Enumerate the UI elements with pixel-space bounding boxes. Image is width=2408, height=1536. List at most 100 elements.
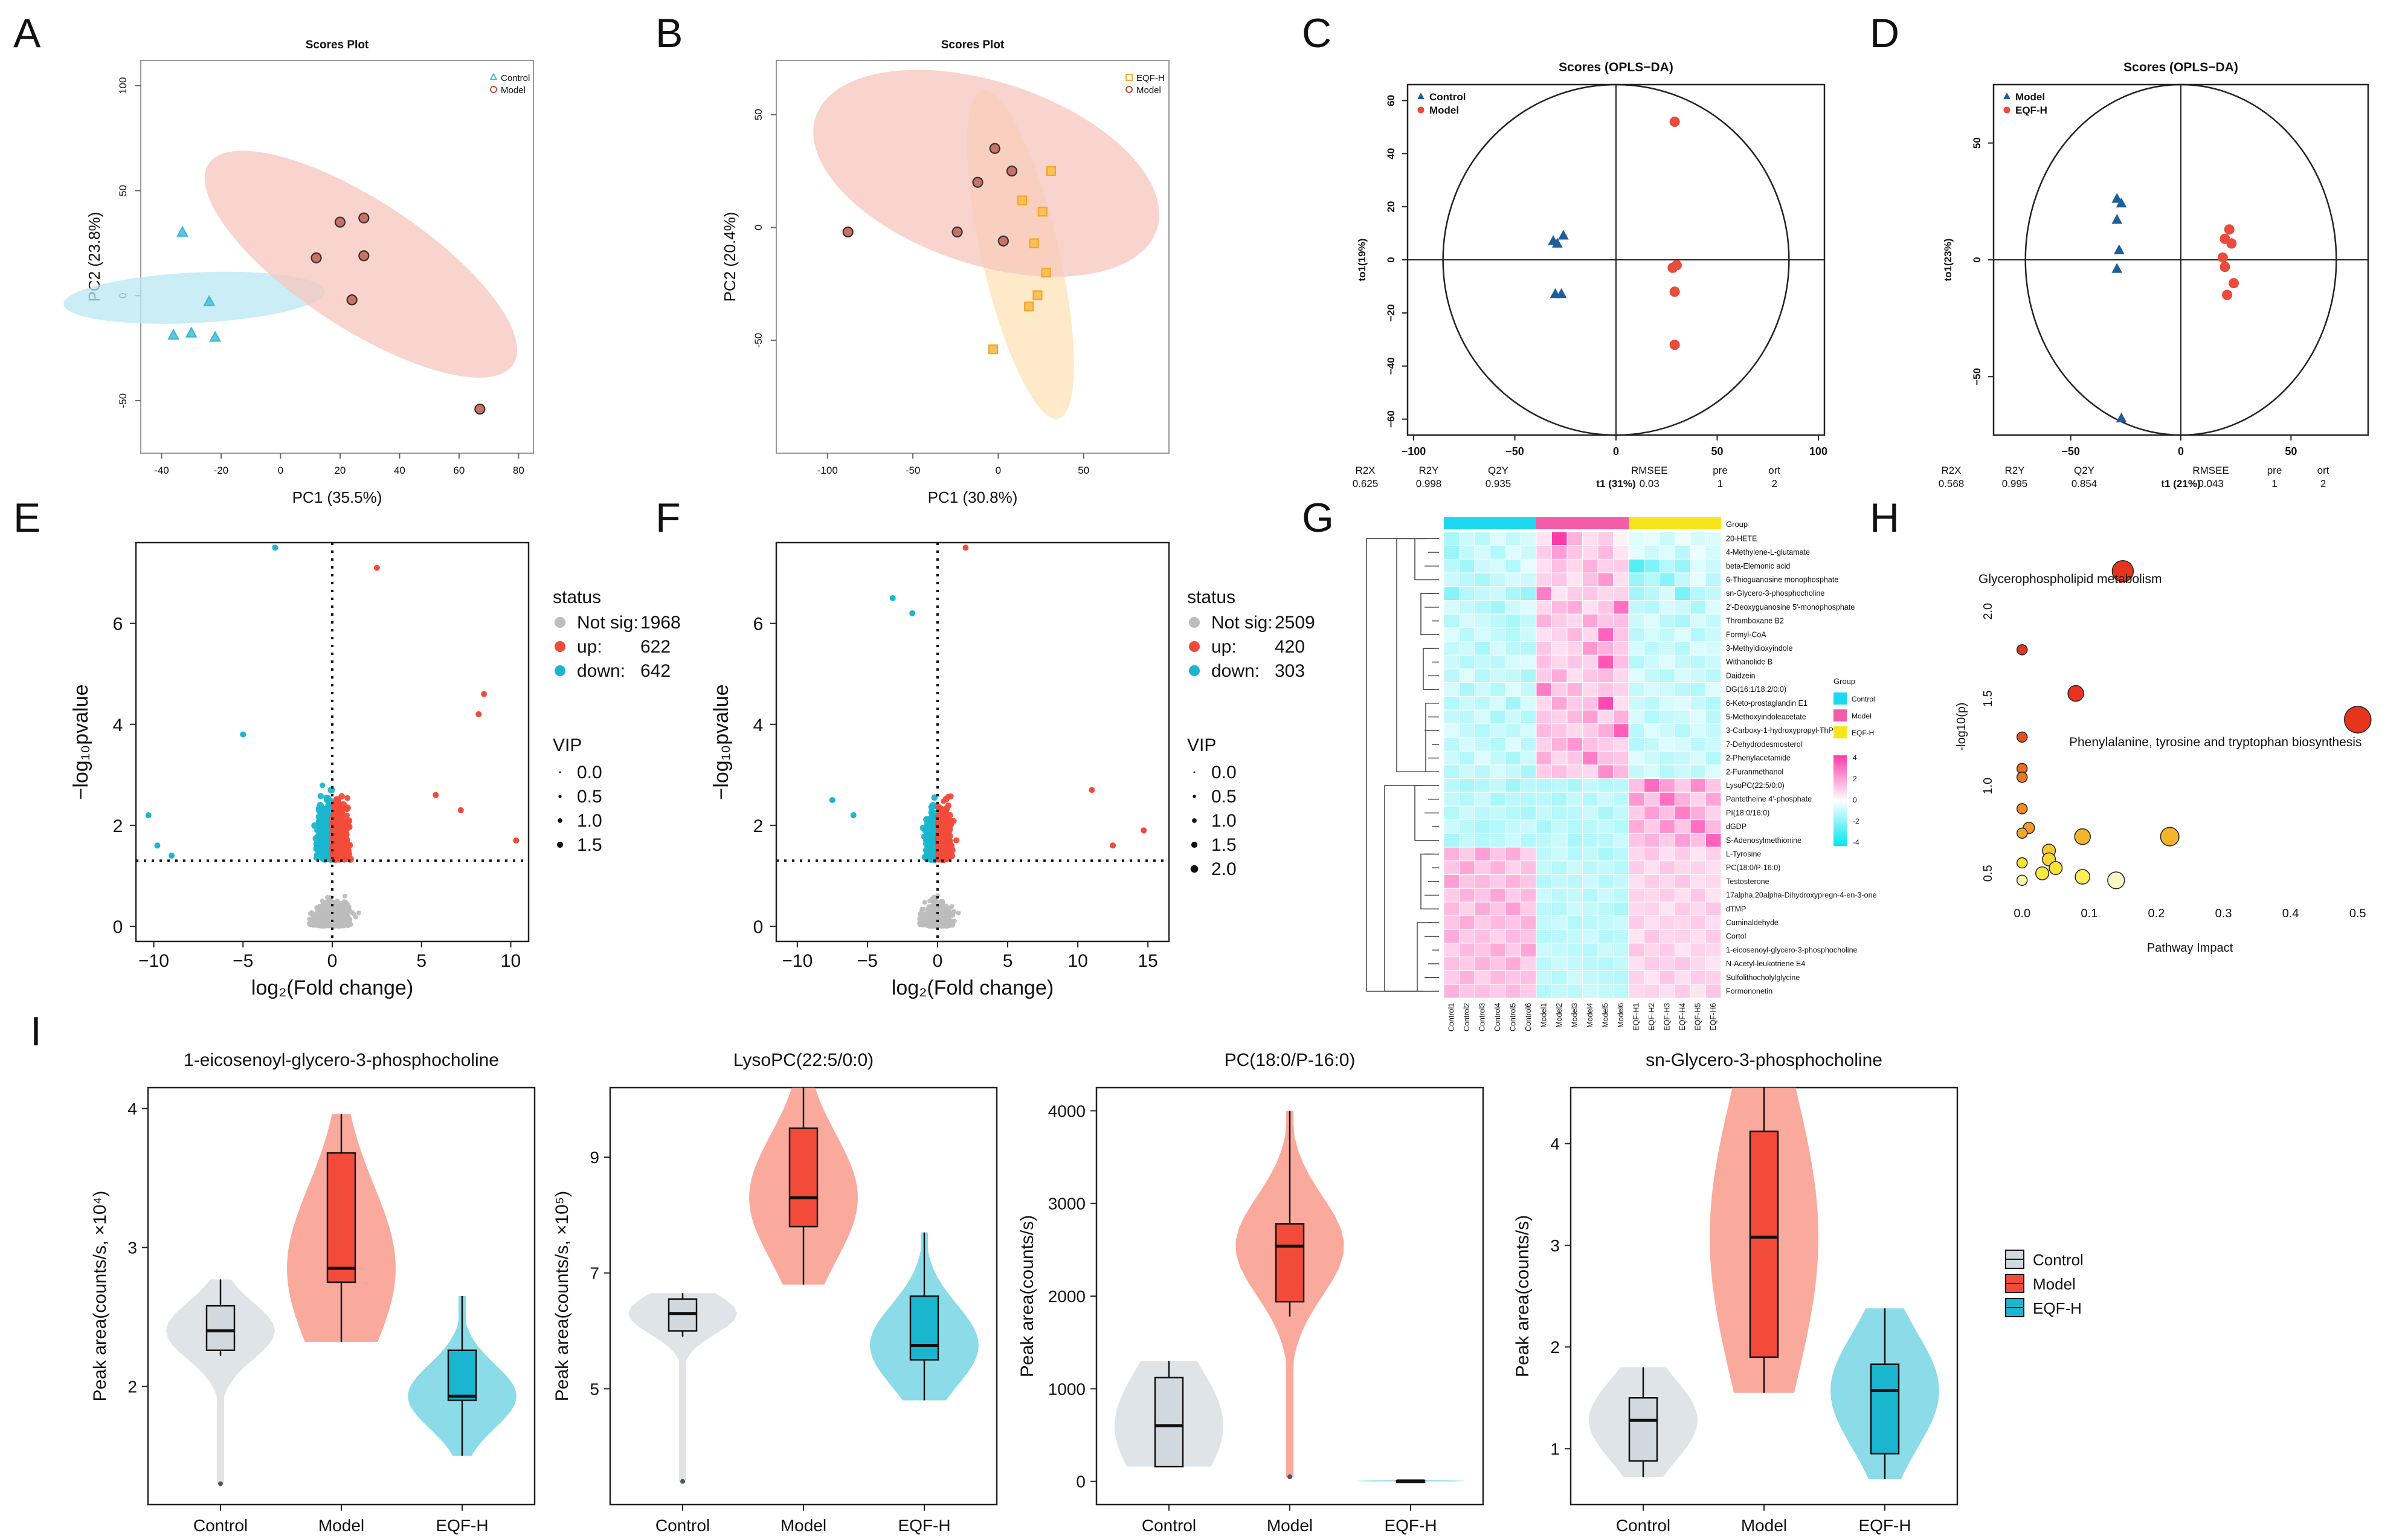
point-not-sig (319, 908, 324, 913)
heatmap-cell (1536, 627, 1552, 642)
point-up (953, 837, 960, 844)
row-label: dTMP (1726, 905, 1746, 913)
panel-letter-c: C (1302, 10, 1331, 56)
x-tick-label: EQF-H (436, 1516, 488, 1535)
heatmap-cell (1582, 682, 1598, 697)
heatmap-cell (1705, 805, 1722, 821)
heatmap-cell (1705, 847, 1722, 862)
data-point (167, 328, 180, 340)
legend-label: Model (1429, 105, 1459, 116)
heatmap-cell (1705, 819, 1722, 834)
heatmap-cell (1459, 915, 1475, 930)
box-eqf-h (909, 1295, 939, 1361)
dendrogram-branch (1420, 593, 1434, 635)
heatmap-cell (1690, 531, 1706, 546)
heatmap-cell (1536, 723, 1552, 738)
heatmap-cell (1505, 819, 1521, 834)
point-up (344, 795, 351, 801)
heatmap-cell (1582, 929, 1598, 944)
color-scale-label: -4 (1853, 838, 1859, 847)
heatmap-cell (1582, 586, 1598, 601)
data-point (474, 403, 486, 415)
heatmap-cell (1597, 902, 1614, 917)
group-bar-cell (1660, 517, 1675, 529)
heatmap-cell (1690, 929, 1706, 944)
heatmap-cell (1505, 627, 1521, 642)
legend-count: 642 (640, 661, 671, 681)
heatmap-cell (1490, 860, 1506, 876)
heatmap-cell (1443, 792, 1460, 807)
subplot-title: 1-eicosenoyl-glycero-3-phosphocholine (184, 1050, 499, 1070)
y-tick-label: 2000 (1048, 1287, 1086, 1306)
data-point (1669, 340, 1680, 350)
heatmap-cell (1613, 750, 1629, 766)
box-control (1628, 1397, 1658, 1462)
point-not-sig (340, 923, 346, 928)
legend-label: down: (1211, 661, 1260, 681)
heatmap-cell (1474, 627, 1490, 642)
x-tick-label: 50 (1078, 465, 1089, 476)
heatmap-cell (1613, 833, 1629, 848)
heatmap-cell (1443, 654, 1460, 670)
heatmap-cell (1459, 819, 1475, 834)
row-label: PC(18:0/P-16:0) (1726, 863, 1780, 872)
heatmap-cell (1659, 929, 1675, 944)
heatmap-cell (1659, 654, 1675, 670)
point-not-sig (317, 904, 322, 909)
annotation-glycerophospholipid: Glycerophospholipid metabolism (1978, 572, 2162, 586)
heatmap-cell (1474, 888, 1490, 903)
heatmap-cell (1644, 709, 1660, 724)
row-label: Thromboxane B2 (1726, 617, 1784, 625)
box-model (1275, 1223, 1305, 1303)
column-label: Control4 (1493, 1003, 1502, 1031)
heatmap-cell (1582, 668, 1598, 683)
heatmap-cell (1459, 805, 1475, 821)
heatmap-cell (1628, 860, 1644, 876)
heatmap-cell (1459, 847, 1475, 862)
heatmap-cell (1551, 750, 1568, 766)
heatmap-cell (1644, 750, 1660, 766)
row-label: 5-Methoxyindoleacetate (1726, 712, 1806, 721)
heatmap-cell (1628, 668, 1644, 683)
data-point (311, 252, 322, 263)
heatmap-cell (1659, 792, 1675, 807)
vip-legend-label: 0.5 (1211, 787, 1237, 807)
heatmap-cell (1536, 805, 1552, 821)
plot-frame (775, 541, 1170, 943)
heatmap-cell (1675, 764, 1691, 779)
y-tick-label: -50 (117, 393, 129, 408)
heatmap-cell (1582, 943, 1598, 958)
heatmap-cell (1505, 668, 1521, 683)
heatmap-cell (1521, 682, 1537, 697)
heatmap-cell (1597, 888, 1614, 903)
group-bar-cell (1582, 517, 1598, 529)
heatmap-cell (1705, 558, 1722, 573)
heatmap-cell (1675, 957, 1691, 971)
x-tick-label: 0.1 (2081, 907, 2097, 920)
heatmap-cell (1551, 888, 1568, 903)
heatmap-cell (1459, 778, 1475, 793)
x-tick-label: 0 (996, 465, 1001, 476)
vip-legend-label: 0.0 (1211, 763, 1237, 783)
heatmap-cell (1551, 682, 1568, 697)
heatmap-cell (1536, 558, 1552, 573)
heatmap-cell (1659, 915, 1675, 930)
box-model (788, 1127, 819, 1228)
y-tick-label: 40 (1385, 148, 1397, 160)
point-not-sig (342, 894, 347, 899)
point-not-sig (345, 905, 350, 911)
heatmap-cell (1536, 915, 1552, 930)
heatmap-cell (1597, 778, 1614, 793)
row-label: Cuminaldehyde (1726, 918, 1779, 927)
heatmap-cell (1459, 654, 1475, 670)
legend-label: up: (1211, 637, 1237, 657)
heatmap-cell (1566, 847, 1583, 862)
y-tick-label: 3 (127, 1239, 137, 1257)
heatmap-cell (1459, 723, 1475, 738)
heatmap-cell (1675, 531, 1691, 546)
heatmap-cell (1597, 613, 1614, 628)
heatmap-cell (1474, 943, 1490, 958)
stat-label: R2Y (2004, 465, 2024, 476)
heatmap-cell (1490, 627, 1506, 642)
